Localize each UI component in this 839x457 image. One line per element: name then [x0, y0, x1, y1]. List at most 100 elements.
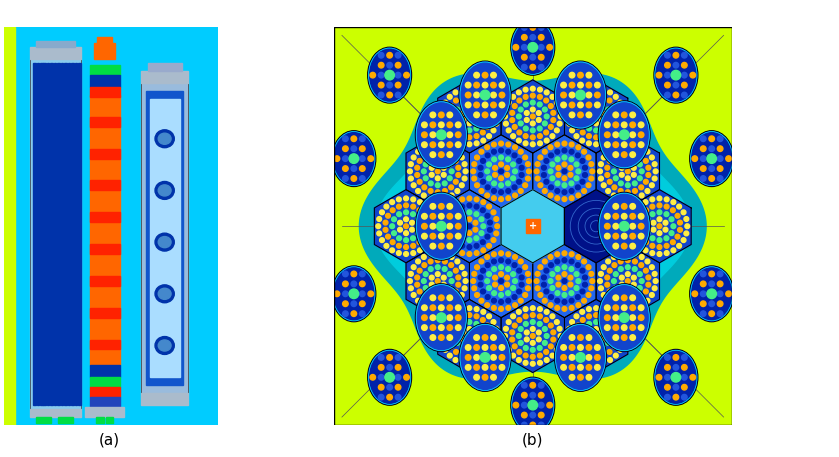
Circle shape [455, 149, 460, 154]
Circle shape [447, 223, 452, 229]
Circle shape [513, 44, 519, 50]
Circle shape [597, 279, 602, 283]
Circle shape [512, 185, 517, 190]
Circle shape [411, 197, 415, 202]
Circle shape [638, 305, 644, 310]
Circle shape [485, 344, 490, 349]
Circle shape [511, 314, 515, 319]
Circle shape [545, 358, 549, 362]
Circle shape [560, 345, 566, 350]
Circle shape [460, 236, 465, 241]
Circle shape [530, 393, 535, 398]
Circle shape [449, 323, 454, 328]
Circle shape [644, 240, 649, 244]
Circle shape [485, 104, 490, 108]
Bar [90, 366, 120, 377]
Circle shape [360, 291, 365, 297]
Circle shape [387, 82, 393, 88]
Circle shape [613, 122, 618, 128]
Circle shape [342, 176, 348, 181]
Circle shape [632, 282, 636, 287]
Circle shape [690, 375, 696, 380]
Circle shape [462, 176, 467, 181]
Circle shape [498, 190, 503, 195]
Circle shape [562, 169, 567, 174]
Circle shape [548, 193, 553, 198]
Circle shape [618, 267, 623, 271]
Circle shape [530, 114, 535, 119]
Circle shape [544, 350, 549, 354]
Circle shape [449, 124, 454, 129]
Circle shape [440, 326, 445, 331]
Circle shape [513, 104, 517, 108]
Ellipse shape [555, 61, 607, 129]
Circle shape [519, 173, 524, 177]
Circle shape [618, 100, 623, 105]
Circle shape [409, 286, 414, 291]
Circle shape [404, 238, 409, 243]
Ellipse shape [155, 285, 175, 303]
Circle shape [491, 355, 497, 360]
Circle shape [709, 271, 715, 276]
Circle shape [460, 141, 465, 146]
Circle shape [621, 341, 625, 345]
Circle shape [638, 295, 644, 299]
Circle shape [537, 126, 542, 131]
Circle shape [562, 183, 567, 188]
Circle shape [422, 122, 427, 128]
Circle shape [479, 189, 484, 193]
Circle shape [456, 132, 461, 138]
Circle shape [485, 303, 490, 308]
Circle shape [422, 223, 427, 229]
Circle shape [424, 204, 428, 209]
Circle shape [506, 196, 511, 201]
Circle shape [569, 142, 574, 147]
Circle shape [360, 166, 365, 171]
Circle shape [498, 272, 503, 276]
Circle shape [619, 165, 624, 170]
Circle shape [435, 176, 440, 181]
Circle shape [435, 265, 440, 270]
Circle shape [435, 251, 440, 255]
Circle shape [498, 141, 503, 146]
Circle shape [625, 183, 630, 188]
Circle shape [570, 128, 575, 133]
Circle shape [481, 90, 486, 95]
Circle shape [558, 114, 563, 119]
Circle shape [441, 275, 446, 280]
Circle shape [351, 176, 357, 181]
Circle shape [622, 295, 627, 301]
Circle shape [342, 291, 348, 297]
Circle shape [619, 275, 624, 280]
Ellipse shape [599, 102, 649, 168]
Circle shape [467, 217, 472, 222]
Circle shape [605, 213, 610, 219]
Circle shape [440, 121, 445, 126]
Circle shape [570, 347, 575, 352]
Circle shape [498, 176, 503, 181]
Circle shape [581, 107, 586, 112]
Circle shape [569, 306, 574, 310]
Circle shape [474, 307, 479, 312]
Circle shape [417, 159, 422, 163]
Polygon shape [375, 88, 690, 364]
Circle shape [370, 375, 376, 380]
Circle shape [453, 248, 458, 253]
Circle shape [646, 275, 651, 280]
Circle shape [447, 204, 452, 209]
Circle shape [454, 208, 458, 213]
Circle shape [633, 298, 638, 303]
Circle shape [503, 114, 508, 119]
Circle shape [717, 146, 723, 151]
Circle shape [342, 166, 348, 171]
Polygon shape [628, 190, 691, 263]
Circle shape [707, 154, 717, 164]
Circle shape [498, 183, 503, 188]
Ellipse shape [512, 20, 554, 74]
Circle shape [474, 335, 479, 340]
Circle shape [439, 213, 444, 219]
Circle shape [430, 335, 435, 340]
Circle shape [601, 322, 606, 326]
Circle shape [397, 197, 401, 202]
Circle shape [474, 102, 479, 107]
